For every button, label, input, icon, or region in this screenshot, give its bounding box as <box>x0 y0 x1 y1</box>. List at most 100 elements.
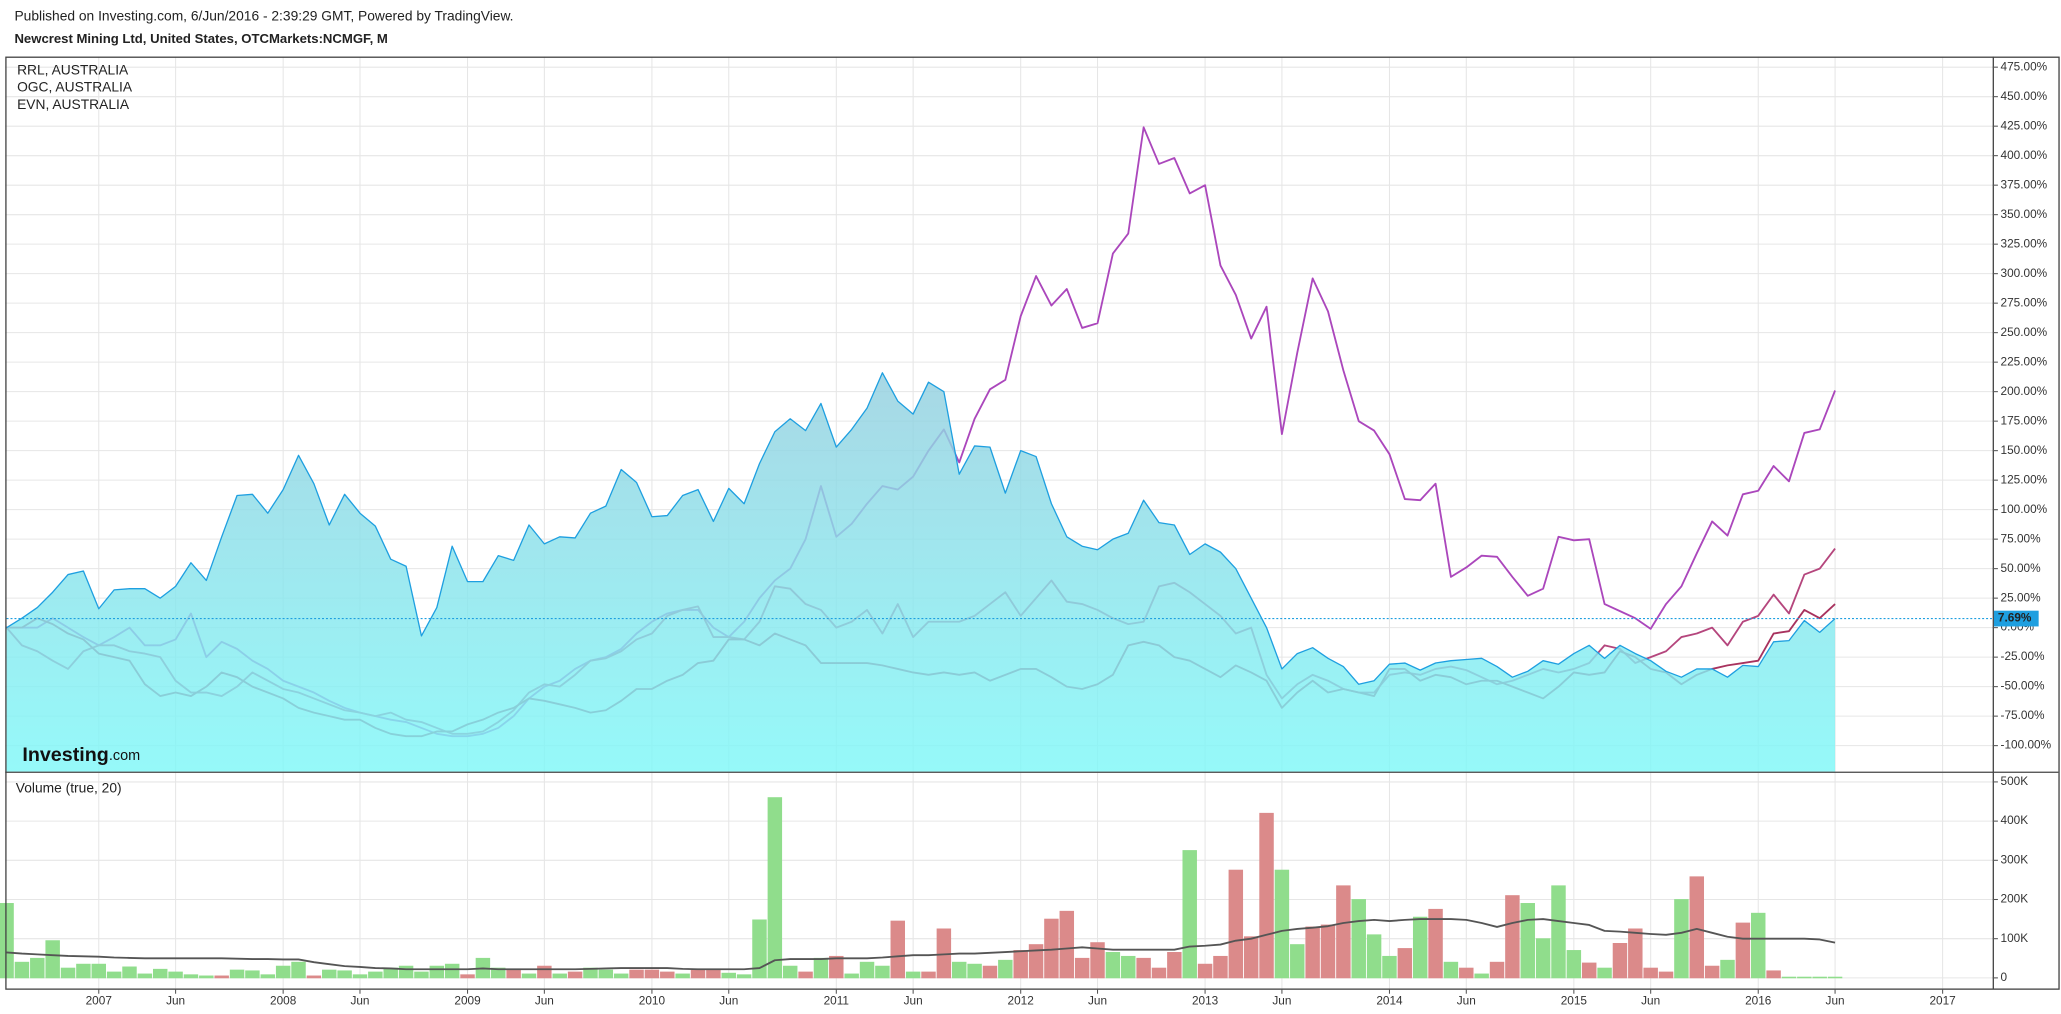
x-tick-label: Jun <box>1088 994 1107 1008</box>
x-tick-label: 2007 <box>86 994 112 1008</box>
volume-bar <box>567 971 583 979</box>
volume-bar <box>1797 976 1812 979</box>
volume-bar <box>905 971 921 979</box>
y-tick-label: 375.00% <box>2001 177 2048 191</box>
area-fill <box>6 372 1836 772</box>
volume-bar <box>429 965 445 979</box>
volume-bar <box>844 973 859 979</box>
volume-bar <box>952 961 967 979</box>
volume-bar <box>998 959 1013 979</box>
last-price-box <box>1993 610 2039 627</box>
volume-bar <box>275 965 291 979</box>
x-tick-label: 2014 <box>1376 994 1403 1008</box>
x-tick-label: Jun <box>1272 994 1291 1008</box>
published-line: Published on Investing.com, 6/Jun/2016 -… <box>14 9 513 24</box>
volume-bar <box>967 963 982 979</box>
volume-bar <box>1720 959 1735 979</box>
volume-bar <box>829 955 844 979</box>
volume-bar <box>1597 967 1612 979</box>
volume-bar <box>1182 850 1197 979</box>
y-tick-label: 25.00% <box>2001 590 2042 604</box>
x-tick-label: Jun <box>904 994 923 1008</box>
volume-bar <box>352 974 368 979</box>
y-tick-label: 125.00% <box>2001 472 2048 486</box>
y-tick-label: -25.00% <box>2001 649 2045 663</box>
y-tick-label: 325.00% <box>2001 236 2048 250</box>
volume-bar <box>183 974 199 979</box>
volume-bar <box>1489 961 1505 979</box>
volume-bar <box>1827 976 1843 979</box>
volume-bar <box>1428 908 1443 979</box>
volume-bar <box>552 973 567 979</box>
volume-bar <box>491 967 506 979</box>
y-tick-label: 300K <box>2001 852 2029 866</box>
volume-bar <box>168 971 183 979</box>
volume-bar <box>706 969 721 979</box>
volume-bar <box>414 971 429 979</box>
volume-bar <box>14 961 30 979</box>
volume-bar <box>0 903 14 979</box>
volume-bar <box>1751 912 1766 979</box>
volume-bar <box>1074 957 1090 979</box>
volume-bar <box>921 971 936 979</box>
volume-bar <box>598 969 614 979</box>
volume-bar <box>1028 944 1044 979</box>
volume-bar <box>199 975 214 979</box>
volume-bar <box>1781 976 1797 979</box>
volume-bar <box>1090 942 1105 979</box>
volume-bar <box>1674 899 1689 979</box>
volume-bar <box>291 961 306 979</box>
volume-bar <box>721 972 736 979</box>
x-tick-label: 2017 <box>1929 994 1955 1008</box>
volume-bar <box>444 963 460 979</box>
volume-bar <box>1351 899 1366 979</box>
volume-bar <box>1658 971 1674 979</box>
last-price-label: 7.69% <box>1998 611 2032 625</box>
volume-bar <box>214 975 229 979</box>
y-tick-label: 500K <box>2001 774 2029 788</box>
x-tick-label: 2015 <box>1561 994 1588 1008</box>
volume-bar <box>1167 952 1182 979</box>
volume-bar <box>1443 961 1459 979</box>
y-tick-label: -50.00% <box>2001 679 2045 693</box>
y-tick-label: 200K <box>2001 892 2029 906</box>
volume-bar <box>1105 952 1121 979</box>
volume-bar <box>1397 948 1413 979</box>
y-tick-label: 150.00% <box>2001 443 2048 457</box>
volume-bar <box>767 797 783 979</box>
volume-bar <box>675 973 690 979</box>
x-tick-label: Jun <box>535 994 554 1008</box>
y-tick-label: 475.00% <box>2001 59 2048 73</box>
volume-bar <box>1320 924 1336 979</box>
volume-title: Volume (true, 20) <box>16 780 122 795</box>
volume-bar <box>1735 922 1751 979</box>
volume-bar <box>1151 967 1167 979</box>
marks-layer <box>0 126 1993 979</box>
legend-entry: EVN, AUSTRALIA <box>17 97 130 112</box>
volume-bar <box>137 973 153 979</box>
volume-bar <box>1689 876 1705 979</box>
line-series <box>6 918 1836 971</box>
volume-bar <box>506 969 521 979</box>
volume-bar <box>1704 965 1720 979</box>
volume-bar <box>306 975 322 979</box>
volume-bar <box>690 969 706 979</box>
volume-bar <box>1013 950 1028 979</box>
y-tick-label: 275.00% <box>2001 295 2048 309</box>
volume-bar <box>229 969 245 979</box>
x-tick-label: Jun <box>1457 994 1476 1008</box>
volume-bar <box>1551 885 1566 979</box>
logo-suffix: .com <box>109 748 140 764</box>
y-tick-label: 175.00% <box>2001 413 2048 427</box>
volume-bar <box>752 919 767 979</box>
volume-bar <box>1520 903 1535 979</box>
volume-bar <box>1459 967 1474 979</box>
y-tick-label: 50.00% <box>2001 561 2042 575</box>
y-tick-label: 250.00% <box>2001 325 2048 339</box>
x-tick-label: 2010 <box>639 994 666 1008</box>
volume-bar <box>398 965 414 979</box>
y-tick-label: 450.00% <box>2001 89 2048 103</box>
volume-bar <box>537 965 552 979</box>
volume-bar <box>122 966 137 979</box>
